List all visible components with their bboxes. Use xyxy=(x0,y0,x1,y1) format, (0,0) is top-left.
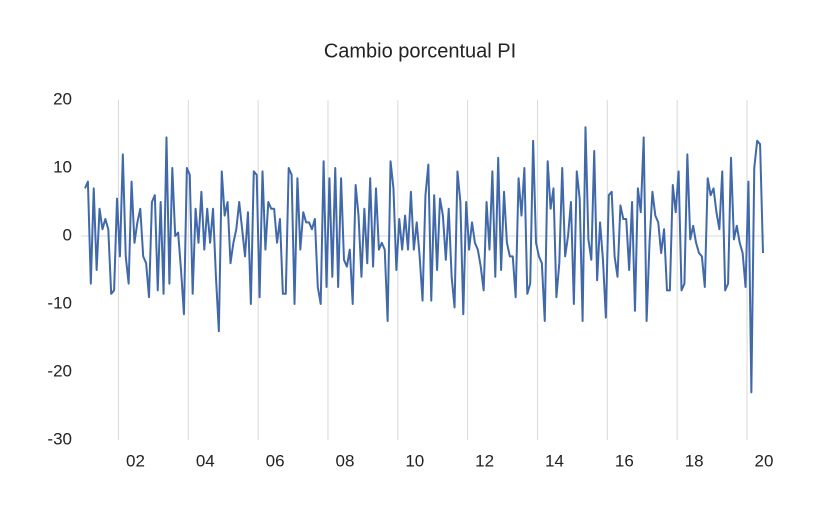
x-tick-label: 12 xyxy=(475,451,494,470)
x-tick-label: 18 xyxy=(685,451,704,470)
y-tick-label: -20 xyxy=(47,361,72,380)
y-tick-label: 0 xyxy=(63,225,72,244)
x-tick-label: 04 xyxy=(196,451,215,470)
x-tick-label: 06 xyxy=(266,451,285,470)
y-tick-label: -30 xyxy=(47,429,72,448)
y-tick-label: 10 xyxy=(53,157,72,176)
chart-title: Cambio porcentual PI xyxy=(324,40,516,62)
x-tick-label: 20 xyxy=(755,451,774,470)
y-tick-label: -10 xyxy=(47,293,72,312)
x-tick-label: 02 xyxy=(126,451,145,470)
x-tick-label: 08 xyxy=(336,451,355,470)
x-tick-label: 14 xyxy=(545,451,564,470)
x-tick-label: 16 xyxy=(615,451,634,470)
y-tick-label: 20 xyxy=(53,89,72,108)
data-line xyxy=(84,126,764,394)
x-tick-label: 10 xyxy=(405,451,424,470)
